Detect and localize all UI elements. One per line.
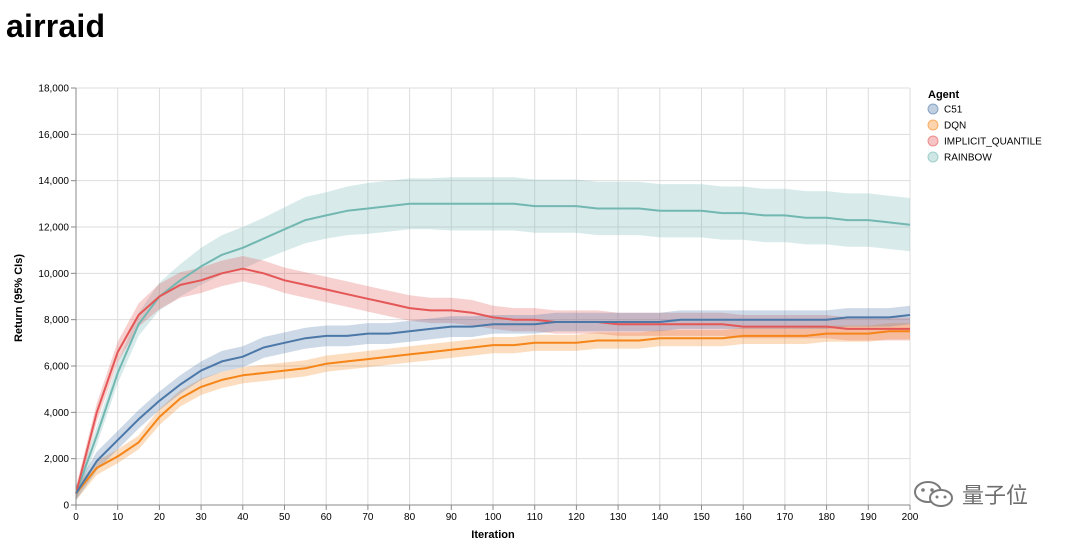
x-tick-label: 40 (237, 512, 249, 523)
series-line-dqn (75, 330, 910, 495)
x-tick-label: 150 (693, 512, 710, 523)
watermark: 量子位 (912, 478, 1028, 510)
legend-label-dqn: DQN (944, 121, 966, 132)
x-tick-label: 60 (321, 512, 333, 523)
legend-symbol-rainbow (927, 151, 939, 163)
y-tick-label: 8,000 (44, 315, 69, 326)
band-implicit-quantile (76, 256, 910, 501)
y-tick-label: 2,000 (44, 454, 69, 465)
wechat-icon (914, 481, 953, 507)
y-tick-label: 16,000 (38, 130, 69, 141)
x-tick-label: 120 (568, 512, 585, 523)
y-axis-label: Return (95% CIs) (13, 254, 25, 342)
series-lines (75, 202, 911, 495)
confidence-bands (76, 177, 910, 501)
y-tick-label: 12,000 (38, 223, 69, 234)
x-axis-label: Iteration (471, 529, 515, 541)
x-tick-label: 180 (818, 512, 835, 523)
y-tick-label: 4,000 (44, 408, 69, 419)
legend-title: Agent (928, 89, 960, 101)
legend-symbol-implicit-quantile (927, 135, 939, 147)
x-tick-label: 30 (196, 512, 208, 523)
x-tick-label: 160 (735, 512, 752, 523)
legend-symbol-dqn (927, 119, 939, 131)
grid (75, 87, 911, 506)
y-tick-label: 6,000 (44, 362, 69, 373)
x-tick-label: 80 (404, 512, 416, 523)
x-tick-label: 140 (651, 512, 668, 523)
band-rainbow (76, 177, 910, 501)
band-dqn (76, 323, 910, 501)
axes: 0 2,000 4,000 6,000 8,000 10,000 12,000 14,000 1… (38, 84, 918, 524)
series-line-implicit-quantile (75, 267, 910, 494)
x-tick-label: 170 (777, 512, 794, 523)
x-tick-label: 190 (860, 512, 877, 523)
band-c51 (76, 305, 910, 501)
x-tick-label: 200 (902, 512, 919, 523)
legend-symbol-c51 (927, 103, 939, 115)
x-tick-label: 20 (154, 512, 166, 523)
x-tick-label: 130 (610, 512, 627, 523)
legend: Agent C51 DQN IMPLICIT_QUANTILE RAINBOW (927, 89, 1042, 164)
x-tick-label: 10 (112, 512, 124, 523)
legend-label-rainbow: RAINBOW (944, 153, 992, 164)
legend-label-implicit-quantile: IMPLICIT_QUANTILE (944, 137, 1042, 148)
series-line-c51 (75, 314, 911, 494)
page-title: airraid (6, 8, 106, 44)
y-tick-label: 10,000 (38, 269, 69, 280)
legend-label-c51: C51 (944, 105, 963, 116)
x-tick-label: 90 (446, 512, 458, 523)
watermark-text: 量子位 (962, 484, 1029, 509)
y-tick-label: 0 (63, 501, 69, 512)
x-tick-label: 110 (527, 512, 543, 523)
series-line-rainbow (75, 202, 911, 494)
y-tick-label: 14,000 (38, 176, 69, 187)
x-tick-label: 70 (362, 512, 374, 523)
y-tick-label: 18,000 (38, 84, 69, 95)
x-tick-label: 100 (485, 512, 502, 523)
x-tick-label: 50 (279, 512, 291, 523)
x-tick-label: 0 (73, 512, 79, 523)
